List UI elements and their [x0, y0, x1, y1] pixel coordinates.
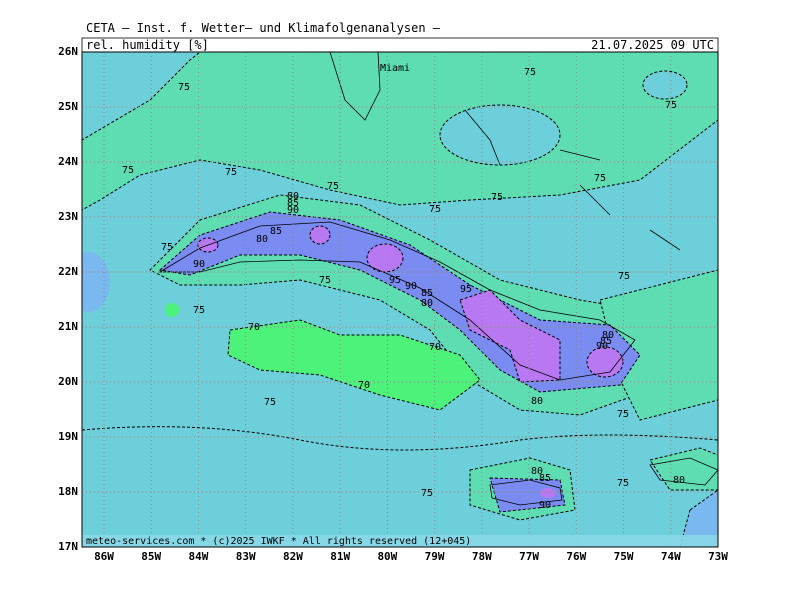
saturated-area: [540, 488, 556, 498]
contour-label: 95: [389, 275, 401, 286]
map-frame: [81, 51, 719, 548]
contour-label: 90: [405, 281, 417, 292]
contour-label: 90: [539, 500, 551, 511]
latitude-label: 19N: [58, 430, 78, 443]
latitude-label: 18N: [58, 485, 78, 498]
latitude-label: 24N: [58, 155, 78, 168]
place-label: Miami: [380, 63, 410, 74]
saturated-area: [459, 289, 561, 383]
contour-label: 75: [161, 242, 173, 253]
saturated-area: [309, 225, 331, 245]
longitude-label: 80W: [377, 550, 397, 563]
contour-label: 95: [460, 284, 472, 295]
contour-label: 75: [178, 82, 190, 93]
longitude-label: 86W: [94, 550, 114, 563]
low-humidity-area: [679, 489, 718, 547]
contour-label: 75: [193, 305, 205, 316]
latitude-label: 21N: [58, 320, 78, 333]
contour-label: 75: [618, 271, 630, 282]
footer-band: [82, 535, 718, 547]
longitude-label: 73W: [708, 550, 728, 563]
longitude-label: 85W: [141, 550, 161, 563]
longitude-label: 76W: [566, 550, 586, 563]
longitude-label: 77W: [519, 550, 539, 563]
contour-label: 80: [531, 396, 543, 407]
coastline: [464, 109, 681, 251]
longitude-label: 79W: [425, 550, 445, 563]
longitude-label: 82W: [283, 550, 303, 563]
contour-label: 85: [421, 288, 433, 299]
contour-label: 85: [287, 198, 299, 209]
contour-label: 75: [421, 488, 433, 499]
very-humid-area: [489, 477, 566, 513]
contour-label: 75: [594, 173, 606, 184]
contour-label: 75: [617, 409, 629, 420]
map-field: meteo-services.com * (c)2025 IWKF * All …: [82, 52, 718, 547]
dry-area: [165, 303, 179, 317]
contour-label: 90: [287, 205, 299, 216]
latitude-label: 26N: [58, 45, 78, 58]
contour-label: 75: [319, 275, 331, 286]
longitude-label: 78W: [472, 550, 492, 563]
longitude-label: 74W: [661, 550, 681, 563]
contour-label: 80: [531, 466, 543, 477]
contour-label: 75: [524, 67, 536, 78]
contour-label: 70: [248, 322, 260, 333]
contour-label: 75: [225, 167, 237, 178]
axis-labels: 26N 25N 24N 23N 22N 21N 20N 19N 18N 17N 86W 85W 84W 8…: [58, 45, 728, 563]
latitude-label: 23N: [58, 210, 78, 223]
longitude-label: 83W: [236, 550, 256, 563]
dry-area: [227, 319, 481, 411]
humid-area: [649, 447, 718, 491]
contour-label: 80: [256, 234, 268, 245]
coastline: [649, 457, 718, 486]
low-humidity-area: [82, 252, 110, 312]
contour-label: 85: [270, 226, 282, 237]
humid-area: [82, 52, 718, 211]
saturated-area: [366, 243, 404, 273]
contour-label: 75: [122, 165, 134, 176]
datetime-label: 21.07.2025 09 UTC: [591, 38, 714, 52]
graticule: [82, 52, 718, 547]
coastline: [489, 479, 563, 506]
longitude-label: 75W: [614, 550, 634, 563]
latitude-label: 25N: [58, 100, 78, 113]
contour-label: 85: [539, 473, 551, 484]
contour-label: 75: [429, 204, 441, 215]
contour-label: 80: [673, 475, 685, 486]
contour-label: 75: [617, 478, 629, 489]
saturated-area: [586, 346, 624, 378]
contour-label: 80: [287, 191, 299, 202]
longitude-label: 84W: [189, 550, 209, 563]
contour-label: 75: [327, 181, 339, 192]
contour-label: 85: [600, 336, 612, 347]
variable-label: rel. humidity [%]: [86, 38, 209, 52]
longitude-label: 81W: [330, 550, 350, 563]
contour-label: 80: [421, 298, 433, 309]
contour-label: 75: [665, 100, 677, 111]
contour-label: 70: [429, 342, 441, 353]
latitude-label: 20N: [58, 375, 78, 388]
contour-pocket: [439, 104, 561, 166]
contour-label: 90: [193, 259, 205, 270]
contour-label: 90: [596, 341, 608, 352]
header-title: CETA – Inst. f. Wetter– und Klimafolgena…: [86, 21, 441, 35]
latitude-label: 22N: [58, 265, 78, 278]
footer-text: meteo-services.com * (c)2025 IWKF * All …: [86, 536, 471, 547]
contour-label: 75: [264, 397, 276, 408]
contour-label: 80: [602, 330, 614, 341]
contour-label: 70: [358, 380, 370, 391]
latitude-label: 17N: [58, 540, 78, 553]
contour-pocket: [642, 70, 688, 100]
contour-label: 75: [491, 192, 503, 203]
